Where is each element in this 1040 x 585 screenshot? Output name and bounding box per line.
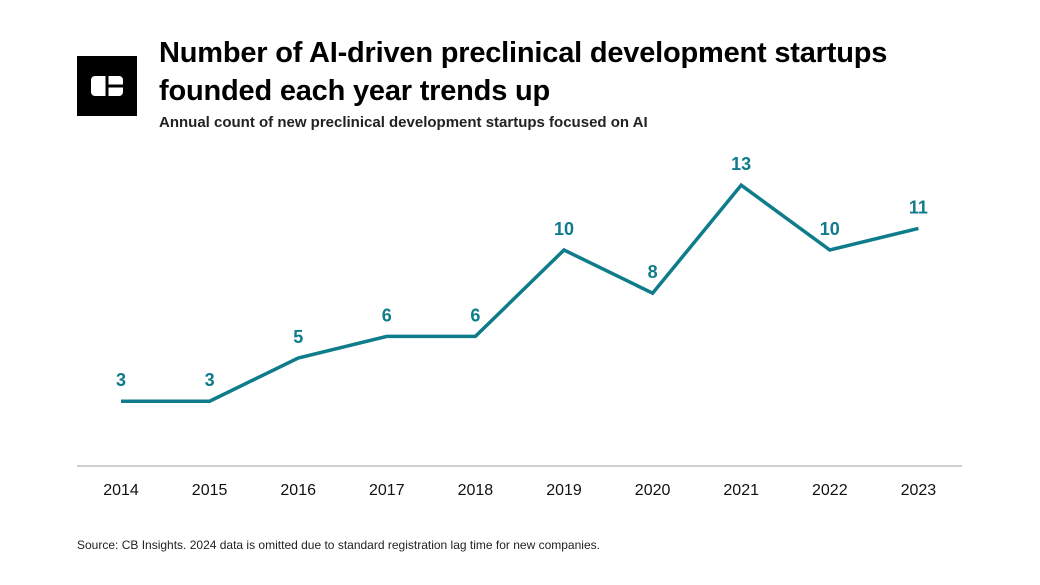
chart-title: Number of AI-driven preclinical developm…	[159, 37, 888, 107]
data-label: 6	[382, 305, 392, 325]
source-note: Source: CB Insights. 2024 data is omitte…	[77, 538, 600, 552]
data-label: 13	[731, 154, 751, 174]
x-tick-label: 2017	[369, 482, 405, 499]
cb-insights-logo	[77, 56, 137, 116]
x-tick-label: 2016	[280, 482, 316, 499]
x-tick-label: 2019	[546, 482, 582, 499]
x-tick-label: 2023	[901, 482, 937, 499]
data-label: 3	[205, 370, 215, 390]
data-label: 3	[116, 370, 126, 390]
x-tick-label: 2014	[103, 482, 139, 499]
x-tick-label: 2022	[812, 482, 848, 499]
x-tick-label: 2015	[192, 482, 228, 499]
x-tick-label: 2021	[723, 482, 759, 499]
data-label: 8	[648, 262, 658, 282]
x-tick-label: 2018	[458, 482, 494, 499]
series-line	[121, 182, 919, 403]
chart-subtitle: Annual count of new preclinical developm…	[159, 114, 648, 131]
data-label: 6	[470, 305, 480, 325]
x-tick-label: 2020	[635, 482, 671, 499]
data-label: 5	[293, 327, 303, 347]
data-label: 10	[554, 219, 574, 239]
data-label: 10	[820, 219, 840, 239]
data-labels: 3 3 5 6 6 10 8 13 10 11	[116, 154, 928, 390]
cb-insights-logo-icon	[91, 76, 123, 96]
x-tick-labels: 2014 2015 2016 2017 2018 2019 2020 2021 2022 2023	[103, 482, 936, 499]
data-label: 11	[909, 197, 928, 217]
